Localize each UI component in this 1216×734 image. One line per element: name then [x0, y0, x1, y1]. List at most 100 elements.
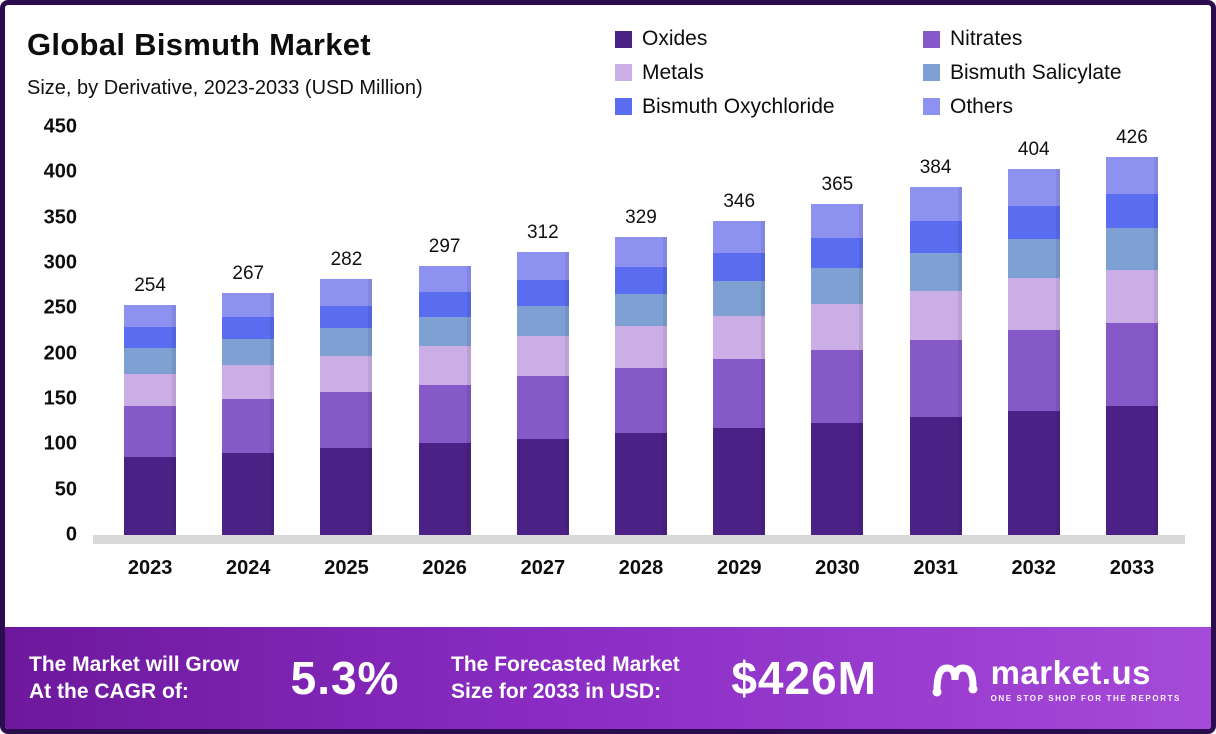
bar-segment-bismuth-salicylate — [713, 281, 766, 316]
chart-subtitle: Size, by Derivative, 2023-2033 (USD Mill… — [27, 77, 423, 99]
forecast-label-line1: The Forecasted Market — [451, 652, 680, 676]
bar-segment-metals — [1105, 269, 1158, 323]
y-tick-label: 100 — [43, 432, 77, 455]
bar-segment-nitrates — [1105, 322, 1158, 407]
y-tick-label: 450 — [43, 115, 77, 138]
cagr-label-line2: At the CAGR of: — [29, 680, 189, 703]
legend-swatch-icon — [615, 98, 632, 116]
x-tick-label: 2023 — [127, 557, 173, 579]
bar-segment-oxides — [1007, 410, 1060, 535]
bar-segment-metals — [1007, 278, 1060, 331]
x-tick-label: 2027 — [520, 557, 566, 579]
bar-total-label: 312 — [526, 222, 559, 244]
bar-total-label: 404 — [1017, 138, 1050, 160]
bar-segment-bismuth-salicylate — [124, 348, 177, 374]
bar-segment-bismuth-salicylate — [320, 328, 373, 357]
bar-segment-bismuth-salicylate — [222, 339, 275, 366]
bar-column-2031: 384 — [887, 127, 985, 535]
bar-segment-bismuth-oxychloride — [222, 317, 275, 340]
legend-label: Nitrates — [950, 27, 1023, 51]
bar-segment-metals — [222, 365, 275, 399]
y-tick-label: 0 — [65, 523, 77, 546]
bar-segment-metals — [516, 336, 569, 377]
bar-total-label: 365 — [821, 174, 854, 196]
legend-swatch-icon — [615, 64, 632, 82]
legend-label: Bismuth Salicylate — [950, 60, 1122, 84]
forecast-label: The Forecasted Market Size for 2033 in U… — [451, 651, 680, 706]
bar-segment-oxides — [124, 457, 177, 535]
bar-segment-bismuth-oxychloride — [811, 237, 864, 268]
bar-segment-others — [516, 252, 569, 281]
bar-segment-oxides — [615, 433, 668, 535]
bar-segment-bismuth-salicylate — [1105, 228, 1158, 270]
legend-swatch-icon — [923, 64, 940, 82]
bar-segment-bismuth-oxychloride — [615, 266, 668, 294]
bar-column-2028: 329 — [592, 127, 690, 535]
market-us-logo-icon — [932, 664, 978, 697]
bar-segment-metals — [811, 303, 864, 351]
bar-segment-oxides — [811, 422, 864, 535]
bar-segment-others — [1007, 168, 1060, 206]
bar-segment-bismuth-oxychloride — [124, 327, 177, 349]
bar-segment-bismuth-salicylate — [516, 305, 569, 337]
bar-segment-metals — [713, 315, 766, 360]
bar-segment-nitrates — [909, 340, 962, 418]
bar-segment-nitrates — [516, 376, 569, 439]
legend-item-bismuth-oxychloride: Bismuth Oxychloride — [615, 94, 915, 119]
plot-region: 0 50 100 150 200 250 300 350 400 450 254 267 282 297… — [21, 116, 1185, 546]
bar-total-label: 426 — [1116, 127, 1148, 148]
legend: Oxides Nitrates Metals Bismuth Salicylate Bi… — [615, 21, 1197, 119]
cagr-value: 5.3% — [290, 652, 400, 704]
y-tick-label: 200 — [43, 342, 77, 365]
title-block: Global Bismuth Market Size, by Derivativ… — [27, 21, 423, 119]
bar-segment-oxides — [713, 428, 766, 535]
x-tick-label: 2026 — [422, 557, 467, 579]
stacked-bar — [811, 204, 864, 535]
bar-segment-metals — [615, 326, 668, 369]
bar-segment-others — [320, 279, 373, 306]
y-tick-label: 300 — [43, 251, 77, 274]
bar-segment-bismuth-salicylate — [615, 293, 668, 327]
bar-segment-nitrates — [222, 399, 275, 453]
legend-swatch-icon — [923, 30, 940, 48]
stacked-bar — [124, 304, 177, 535]
x-tick-label: 2024 — [226, 557, 271, 579]
plot-area: 254 267 282 297 312 329 346 365 384 404 426 — [101, 127, 1181, 535]
legend-item-oxides: Oxides — [615, 27, 915, 52]
bar-segment-others — [418, 265, 471, 293]
stacked-bar — [909, 186, 962, 535]
bar-segment-others — [811, 204, 864, 238]
footer-banner: The Market will Grow At the CAGR of: 5.3… — [5, 627, 1211, 729]
bar-segment-nitrates — [320, 391, 373, 448]
bar-total-label: 297 — [428, 235, 461, 257]
forecast-value: $426M — [731, 652, 877, 704]
bar-segment-nitrates — [615, 368, 668, 434]
legend-item-others: Others — [923, 94, 1193, 119]
bar-segment-oxides — [1105, 406, 1158, 535]
chart-area: 0 50 100 150 200 250 300 350 400 450 254 267 282 297… — [21, 116, 1185, 580]
x-tick-label: 2030 — [815, 557, 860, 579]
bar-segment-others — [713, 221, 766, 254]
bar-segment-metals — [909, 291, 962, 341]
x-tick-label: 2033 — [1109, 557, 1155, 579]
bar-column-2027: 312 — [494, 127, 592, 535]
market-us-logo: market.us ONE STOP SHOP FOR THE REPORTS — [929, 654, 1181, 703]
bar-segment-bismuth-salicylate — [811, 267, 864, 304]
bar-segment-bismuth-oxychloride — [320, 305, 373, 329]
bar-segment-bismuth-salicylate — [418, 316, 471, 347]
bar-segment-bismuth-salicylate — [1007, 238, 1060, 279]
legend-item-bismuth-salicylate: Bismuth Salicylate — [923, 61, 1193, 86]
stacked-bar — [713, 221, 766, 535]
bar-segment-nitrates — [1007, 330, 1060, 411]
x-tick-label: 2028 — [618, 557, 664, 579]
bar-column-2023: 254 — [101, 127, 199, 535]
stacked-bar — [1007, 168, 1060, 535]
bar-segment-bismuth-oxychloride — [713, 253, 766, 282]
x-tick-label: 2032 — [1011, 557, 1057, 579]
stacked-bar — [1105, 157, 1158, 535]
legend-swatch-icon — [615, 30, 632, 48]
bar-segment-oxides — [222, 452, 275, 535]
logo-tagline: ONE STOP SHOP FOR THE REPORTS — [990, 693, 1181, 703]
stacked-bar — [418, 265, 471, 535]
bar-column-2029: 346 — [690, 127, 788, 535]
